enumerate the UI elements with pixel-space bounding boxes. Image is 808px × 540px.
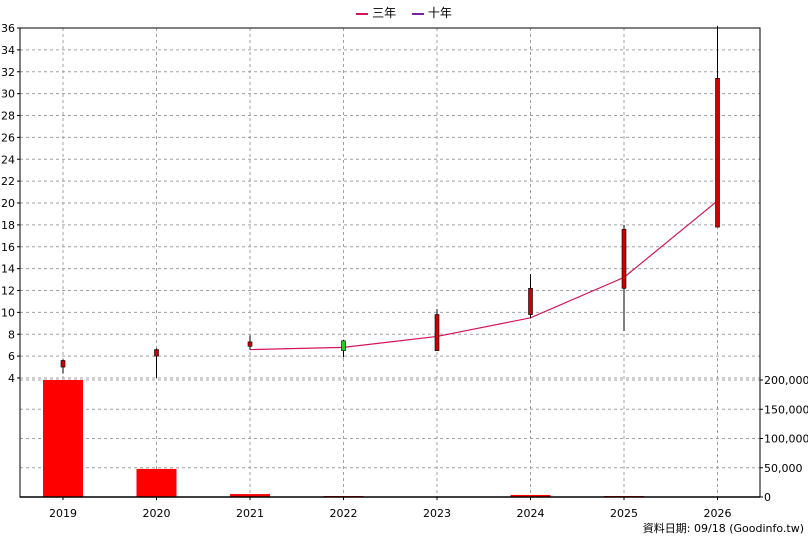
volume-tick-label-0: 0 <box>764 491 771 504</box>
candle-body-2020 <box>154 349 159 357</box>
price-tick-label-8: 20 <box>1 197 15 210</box>
legend-item-0: 三年 <box>356 4 396 21</box>
candle-body-2025 <box>621 228 627 289</box>
price-axis: 4 6 8 10 12 14 16 18 20 22 24 26 28 30 32 34 36 <box>1 22 20 385</box>
candle-body-2019 <box>60 360 66 368</box>
candle-2026 <box>715 25 720 228</box>
legend-swatch-0 <box>356 12 369 15</box>
x-tick-label-2024: 2024 <box>517 507 545 520</box>
candle-2021 <box>247 335 253 350</box>
legend-item-1: 十年 <box>411 4 452 21</box>
price-tick-label-0: 4 <box>8 372 15 385</box>
series-line-0 <box>249 200 718 351</box>
volume-tick-label-2: 100,000 <box>764 433 808 446</box>
x-tick-label-2022: 2022 <box>330 507 358 520</box>
price-tick-label-3: 10 <box>1 306 15 319</box>
grid <box>20 27 760 497</box>
x-axis: 2019 2020 2021 2022 2023 2024 2025 2026 <box>49 497 732 520</box>
candle-body-2021 <box>247 341 253 347</box>
footer-source: 資料日期: 09/18 (Goodinfo.tw) <box>642 522 804 535</box>
plot-frame <box>19 27 761 498</box>
candles <box>60 25 720 378</box>
legend-label-0: 三年 <box>372 6 397 20</box>
candle-body-2024 <box>528 288 533 315</box>
price-tick-label-16: 36 <box>1 22 15 35</box>
price-tick-label-10: 24 <box>1 153 15 166</box>
volume-bar-2019 <box>43 380 83 497</box>
price-tick-label-4: 12 <box>1 285 15 298</box>
candle-body-2022 <box>341 340 346 351</box>
x-tick-label-2025: 2025 <box>610 507 638 520</box>
price-tick-label-5: 14 <box>1 263 15 276</box>
price-tick-label-11: 26 <box>1 131 15 144</box>
price-tick-label-2: 8 <box>8 328 15 341</box>
plot-border <box>19 27 761 498</box>
candle-2025 <box>621 224 627 331</box>
volume-bar-2024 <box>510 494 551 497</box>
volume-bar-2021 <box>230 494 270 497</box>
price-tick-label-13: 30 <box>1 88 15 101</box>
volume-tick-label-4: 200,000 <box>764 374 808 387</box>
legend-swatch-1 <box>411 12 424 15</box>
volume-bars <box>43 380 644 497</box>
price-tick-label-14: 32 <box>1 66 15 79</box>
volume-axis: 0 50,000 100,000 150,000 200,000 <box>760 374 808 504</box>
volume-tick-label-1: 50,000 <box>764 462 803 475</box>
x-tick-label-2021: 2021 <box>236 507 264 520</box>
price-tick-label-12: 28 <box>1 110 15 123</box>
line-series <box>249 200 718 351</box>
x-tick-label-2023: 2023 <box>423 507 451 520</box>
x-tick-label-2026: 2026 <box>704 507 732 520</box>
legend: 三年 十年 <box>0 4 808 21</box>
candle-2019 <box>60 359 66 374</box>
candle-2023 <box>434 309 440 351</box>
volume-tick-label-3: 150,000 <box>764 403 808 416</box>
x-tick-label-2019: 2019 <box>49 507 77 520</box>
candle-2024 <box>528 274 533 318</box>
price-tick-label-9: 22 <box>1 175 15 188</box>
candle-body-2023 <box>434 314 440 351</box>
price-tick-label-1: 6 <box>8 350 15 363</box>
candle-body-2026 <box>715 78 720 228</box>
price-tick-label-6: 16 <box>1 241 15 254</box>
candle-2022 <box>341 339 346 358</box>
price-tick-label-7: 18 <box>1 219 15 232</box>
volume-bar-2020 <box>136 468 177 497</box>
candle-2020 <box>154 348 159 378</box>
price-tick-label-15: 34 <box>1 44 15 57</box>
x-tick-label-2020: 2020 <box>143 507 171 520</box>
legend-label-1: 十年 <box>427 6 452 20</box>
